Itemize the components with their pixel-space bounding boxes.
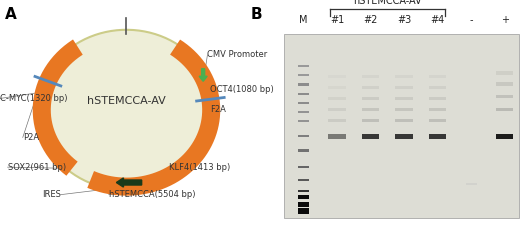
Bar: [429, 97, 446, 100]
Bar: [429, 75, 446, 78]
Bar: [298, 74, 309, 76]
Text: A: A: [5, 7, 17, 22]
Text: KLF4(1413 bp): KLF4(1413 bp): [170, 163, 231, 172]
Text: CMV Promoter: CMV Promoter: [208, 50, 268, 60]
Bar: [328, 134, 346, 139]
Bar: [298, 208, 309, 214]
Text: #3: #3: [397, 15, 411, 25]
Text: C-MYC(1320 bp): C-MYC(1320 bp): [0, 94, 67, 103]
Bar: [298, 195, 309, 199]
Bar: [465, 183, 477, 185]
Text: hSTEMCCA-AV: hSTEMCCA-AV: [353, 0, 422, 6]
Bar: [362, 97, 379, 100]
Bar: [429, 86, 446, 89]
Bar: [395, 134, 413, 139]
Bar: [298, 204, 309, 207]
Bar: [328, 97, 346, 100]
Bar: [298, 179, 309, 181]
Bar: [395, 97, 413, 100]
Bar: [298, 93, 309, 95]
Bar: [395, 119, 413, 122]
Text: #1: #1: [330, 15, 344, 25]
Bar: [429, 108, 446, 111]
Bar: [496, 134, 513, 139]
Bar: [395, 75, 413, 78]
Bar: [496, 108, 513, 111]
Text: IRES: IRES: [42, 190, 61, 199]
Bar: [328, 119, 346, 122]
Bar: [298, 120, 309, 122]
Text: hSTEMCCA-AV: hSTEMCCA-AV: [87, 96, 166, 106]
Text: P2A: P2A: [23, 133, 39, 142]
Bar: [395, 108, 413, 111]
Circle shape: [38, 30, 215, 190]
Bar: [298, 135, 309, 137]
Bar: [328, 75, 346, 78]
Bar: [429, 119, 446, 122]
Bar: [429, 134, 446, 139]
Bar: [362, 108, 379, 111]
Bar: [496, 82, 513, 86]
Text: -: -: [470, 15, 473, 25]
Bar: [328, 86, 346, 89]
Bar: [298, 83, 309, 86]
Bar: [362, 134, 379, 139]
Text: +: +: [501, 15, 509, 25]
Text: hSTEMCCA(5504 bp): hSTEMCCA(5504 bp): [109, 190, 196, 199]
Bar: [362, 75, 379, 78]
Text: OCT4(1080 bp): OCT4(1080 bp): [210, 85, 274, 94]
Bar: [298, 149, 309, 152]
Bar: [362, 119, 379, 122]
Bar: [298, 190, 309, 192]
Text: B: B: [250, 7, 262, 22]
Bar: [298, 111, 309, 113]
Bar: [362, 86, 379, 89]
Bar: [298, 202, 309, 207]
Bar: [496, 95, 513, 98]
Bar: [298, 102, 309, 104]
Bar: [395, 86, 413, 89]
FancyArrow shape: [116, 178, 142, 187]
Bar: [298, 197, 309, 199]
Text: F2A: F2A: [210, 105, 226, 114]
Text: M: M: [299, 15, 308, 25]
Bar: [284, 34, 519, 218]
Text: #4: #4: [431, 15, 445, 25]
Bar: [298, 65, 309, 67]
Bar: [328, 108, 346, 111]
Bar: [298, 166, 309, 168]
FancyArrow shape: [199, 69, 207, 81]
Text: SOX2(961 bp): SOX2(961 bp): [7, 163, 66, 172]
Text: #2: #2: [364, 15, 378, 25]
Bar: [496, 71, 513, 75]
